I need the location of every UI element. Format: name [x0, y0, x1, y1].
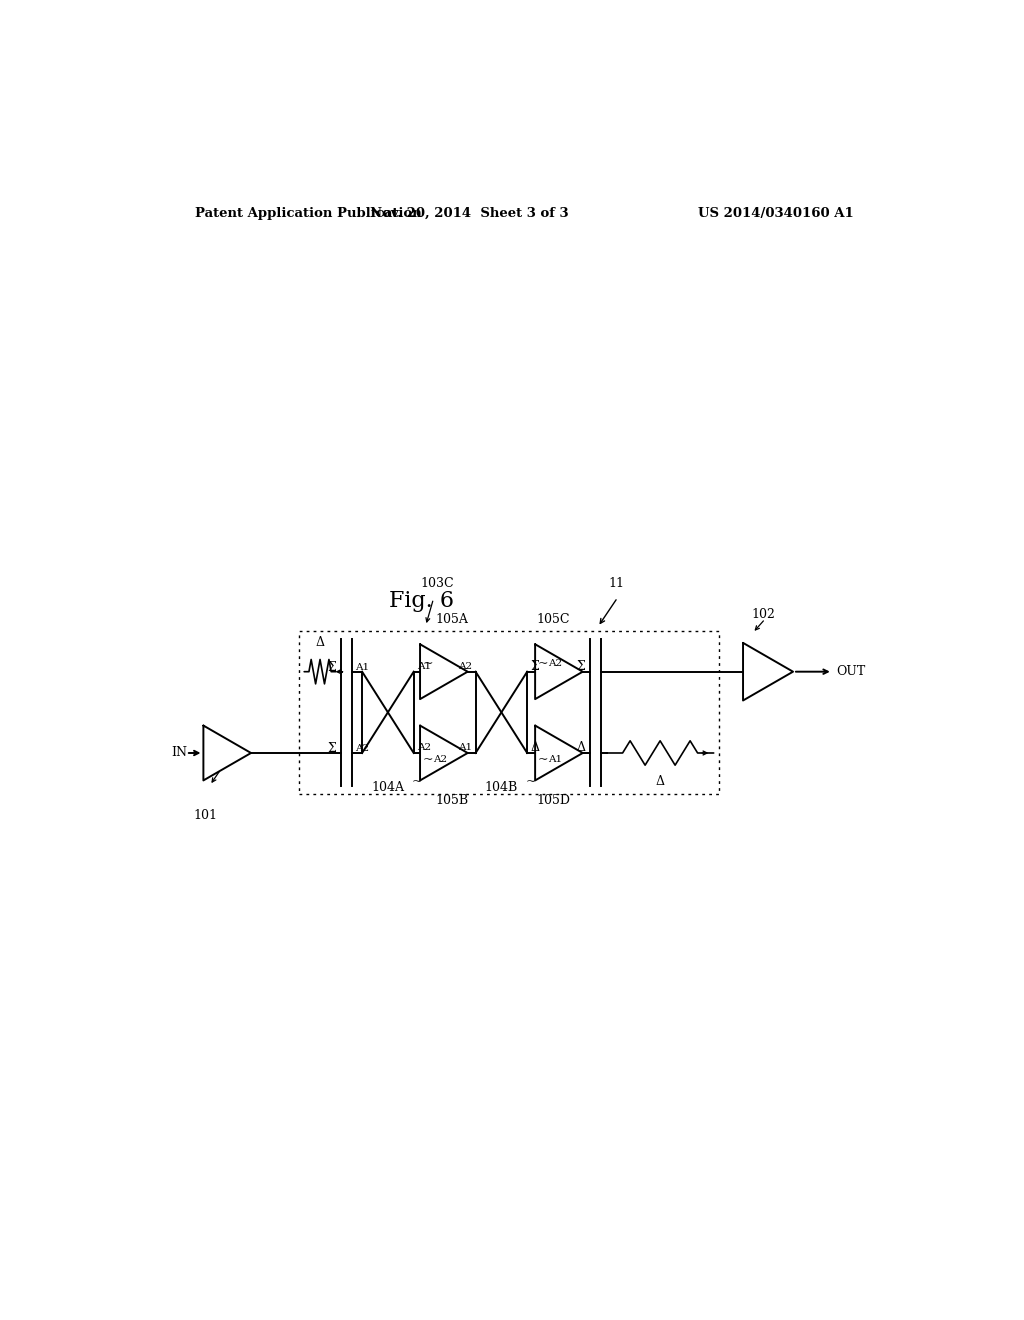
- Text: 104B: 104B: [484, 781, 518, 795]
- Text: 104A: 104A: [372, 781, 404, 795]
- Text: Δ: Δ: [577, 742, 585, 755]
- Text: 105B: 105B: [436, 793, 469, 807]
- Text: OUT: OUT: [837, 665, 866, 678]
- Text: ~: ~: [538, 657, 548, 671]
- Text: ~: ~: [423, 752, 433, 766]
- Text: Σ: Σ: [327, 661, 336, 675]
- Text: 101: 101: [194, 809, 217, 822]
- Text: Δ: Δ: [655, 775, 665, 788]
- Text: ~: ~: [412, 775, 422, 788]
- Text: A2: A2: [548, 659, 562, 668]
- Text: A2: A2: [417, 743, 431, 752]
- Text: A1: A1: [417, 663, 431, 671]
- Text: 103C: 103C: [420, 577, 454, 590]
- Text: ~: ~: [525, 775, 536, 788]
- Text: Σ: Σ: [577, 660, 585, 673]
- Text: Fig. 6: Fig. 6: [389, 590, 454, 611]
- Text: 105D: 105D: [537, 793, 570, 807]
- Text: A1: A1: [355, 663, 369, 672]
- Text: Σ: Σ: [530, 660, 540, 673]
- Text: 105A: 105A: [436, 612, 469, 626]
- Text: 11: 11: [608, 577, 624, 590]
- Text: ~: ~: [423, 657, 433, 671]
- Text: 102: 102: [751, 609, 775, 620]
- Text: A2: A2: [459, 663, 472, 671]
- Text: A1: A1: [548, 755, 562, 763]
- Text: US 2014/0340160 A1: US 2014/0340160 A1: [698, 207, 854, 220]
- Text: Δ: Δ: [530, 742, 540, 755]
- Text: Δ: Δ: [315, 636, 325, 649]
- Text: Patent Application Publication: Patent Application Publication: [196, 207, 422, 220]
- Text: IN: IN: [172, 747, 187, 759]
- Bar: [299, 631, 719, 793]
- Text: A2: A2: [433, 755, 446, 763]
- Text: A2: A2: [355, 744, 369, 754]
- Text: Σ: Σ: [327, 742, 336, 755]
- Text: 105C: 105C: [537, 612, 570, 626]
- Text: ~: ~: [538, 752, 548, 766]
- Text: A1: A1: [459, 743, 472, 752]
- Text: Nov. 20, 2014  Sheet 3 of 3: Nov. 20, 2014 Sheet 3 of 3: [370, 207, 568, 220]
